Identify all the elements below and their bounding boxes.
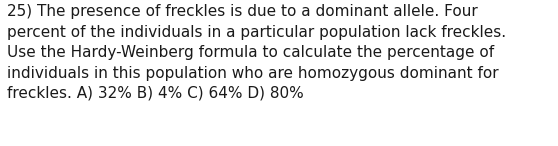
Text: 25) The presence of freckles is due to a dominant allele. Four
percent of the in: 25) The presence of freckles is due to a… [7, 4, 506, 101]
